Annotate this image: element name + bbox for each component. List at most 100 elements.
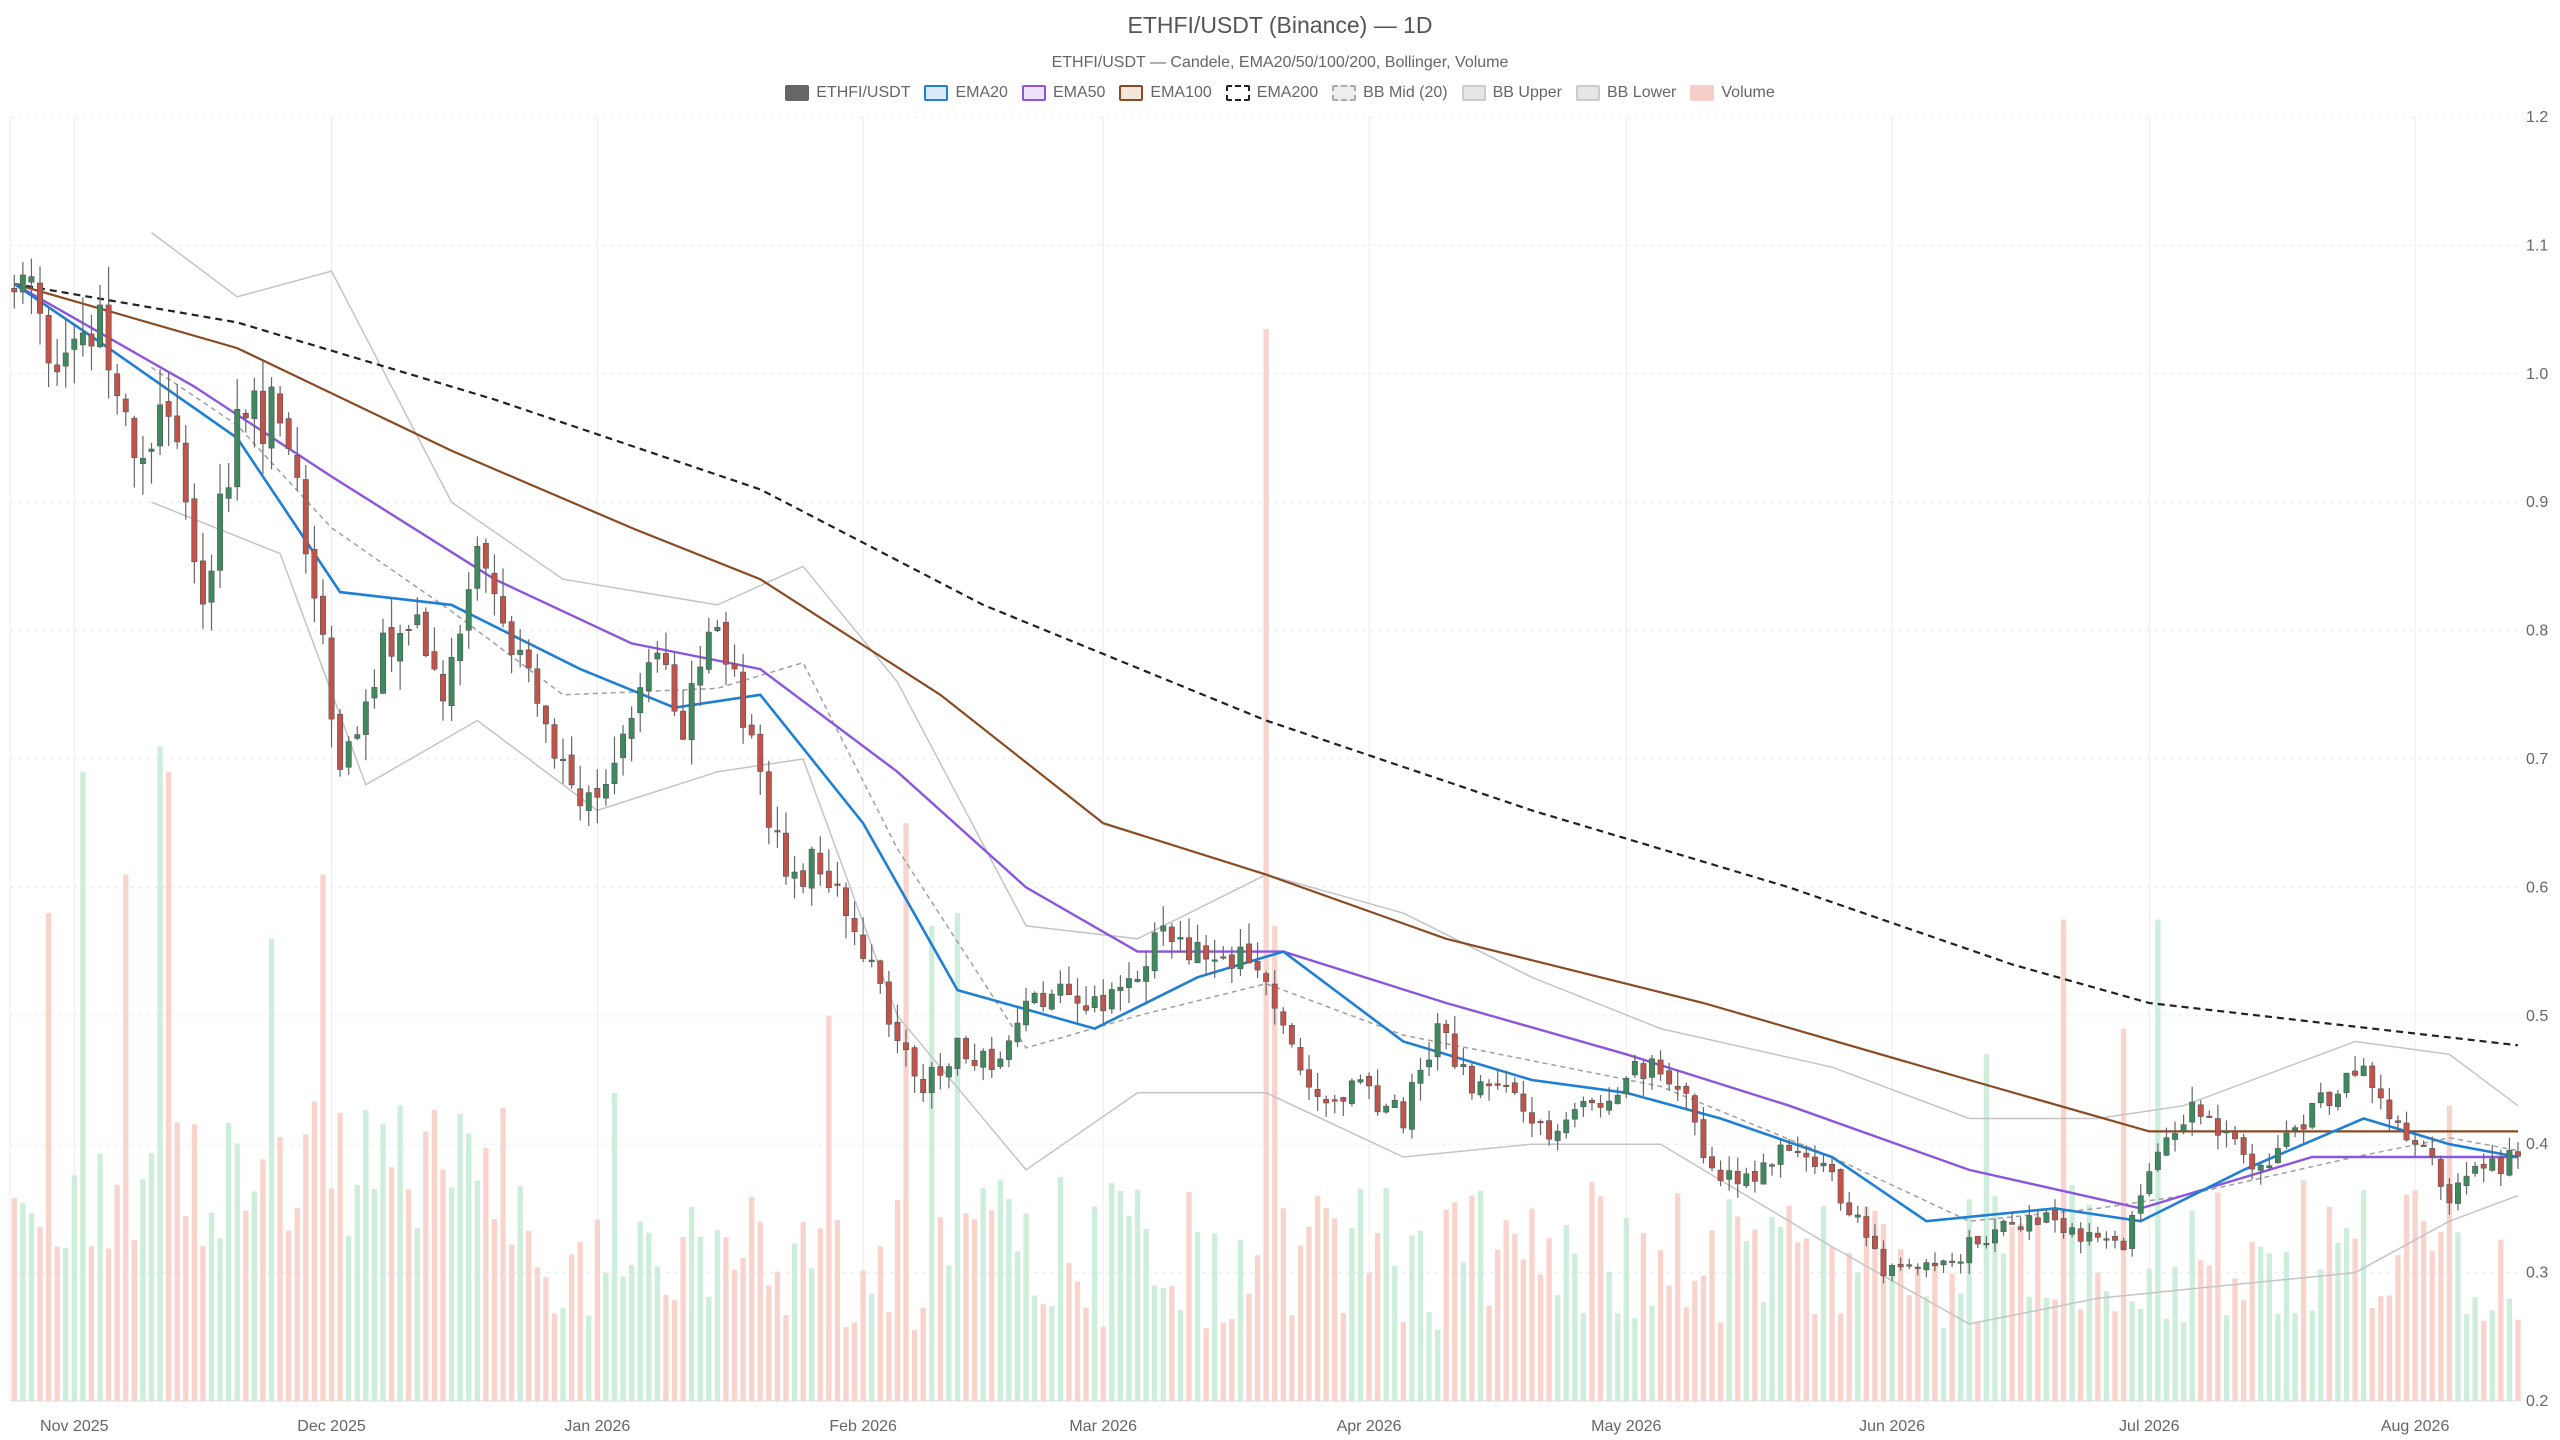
candle-body	[1863, 1216, 1870, 1238]
volume-bar	[2163, 1318, 2170, 1401]
volume-bar	[448, 1187, 455, 1401]
candle-body	[2154, 1151, 2161, 1170]
candle-body	[577, 788, 584, 807]
candle-body	[2034, 1217, 2041, 1225]
volume-bar	[1323, 1208, 1329, 1401]
volume-bar	[1263, 328, 1269, 1401]
candle-body	[1503, 1084, 1510, 1087]
volume-bar	[268, 938, 275, 1401]
volume-bar	[2326, 1206, 2333, 1401]
volume-bar	[1297, 1245, 1304, 1401]
legend-item[interactable]: EMA20	[924, 84, 1008, 102]
candle-body	[1108, 989, 1115, 1010]
volume-bar	[1555, 1295, 1561, 1401]
legend-label: EMA100	[1150, 84, 1212, 101]
volume-bar	[88, 1246, 95, 1401]
candle-body	[542, 705, 549, 725]
candle-body	[748, 724, 755, 736]
volume-bar	[500, 1107, 506, 1401]
bollinger-bands	[151, 231, 2519, 1325]
volume-bar	[1940, 1327, 1947, 1401]
volume-bar	[2206, 1265, 2212, 1401]
candle-body	[1537, 1121, 1544, 1124]
volume-bar	[337, 1112, 343, 1401]
legend-item[interactable]: EMA100	[1119, 84, 1212, 102]
volume-bar	[937, 1217, 943, 1401]
volume-bar	[1057, 1177, 1064, 1401]
candle-body	[2189, 1101, 2196, 1123]
volume-bar	[1160, 1288, 1166, 1401]
candle-body	[1177, 937, 1184, 940]
volume-bar	[723, 1237, 729, 1401]
volume-bar	[1443, 1209, 1449, 1401]
volume-bar	[2258, 1246, 2264, 1401]
volume-bar	[929, 925, 935, 1401]
volume-bar	[54, 1246, 60, 1401]
candle-body	[2429, 1148, 2436, 1157]
candle-body	[139, 457, 146, 464]
legend: ETHFI/USDT EMA20 EMA50 EMA100 EMA200 BB Mid (…	[0, 84, 2560, 102]
volume-bar	[603, 1272, 609, 1401]
volume-bar	[886, 1312, 892, 1401]
candle-body	[1983, 1243, 1990, 1246]
legend-item[interactable]: BB Lower	[1576, 84, 1676, 102]
legend-item[interactable]: ETHFI/USDT	[785, 84, 910, 102]
candle-body	[268, 386, 275, 449]
volume-bar	[568, 1254, 575, 1401]
candle-body	[903, 1042, 909, 1051]
volume-bar	[1409, 1235, 1415, 1401]
volume-bar	[2000, 1253, 2007, 1401]
candle-body	[285, 418, 292, 449]
volume-bar	[1769, 1216, 1775, 1401]
candle-body	[302, 479, 309, 555]
volume-bar	[1726, 1199, 1732, 1401]
volume-bar	[1374, 1233, 1381, 1401]
volume-bar	[243, 1210, 249, 1401]
y-tick-label: 1.2	[2526, 109, 2548, 126]
candle-body	[2197, 1104, 2204, 1117]
volume-bar	[2146, 1268, 2152, 1401]
volume-bar	[388, 1167, 395, 1401]
candle-body	[2386, 1099, 2393, 1120]
volume-bar	[1889, 1270, 1895, 1401]
candle-body	[1837, 1169, 1844, 1204]
candle-body	[1554, 1130, 1561, 1141]
candle-body	[1494, 1083, 1501, 1086]
candle-body	[11, 287, 18, 293]
volume-bar	[1237, 1240, 1244, 1401]
volume-bar	[1563, 1225, 1569, 1401]
legend-item[interactable]: Volume	[1690, 84, 1775, 102]
candle-body	[28, 276, 35, 283]
candle-body	[1057, 983, 1064, 996]
y-tick-label: 0.2	[2526, 1393, 2548, 1410]
candle-body	[2446, 1184, 2453, 1204]
candle-body	[1769, 1164, 1775, 1167]
candle-body	[894, 1021, 901, 1041]
volume-bar	[2455, 1232, 2461, 1401]
volume-bar	[1006, 1198, 1012, 1401]
volume-bar	[1855, 1272, 1861, 1401]
candle-body	[1966, 1237, 1973, 1264]
legend-label: BB Mid (20)	[1363, 84, 1448, 101]
volume-bar	[1649, 1305, 1655, 1401]
volume-bar	[989, 1210, 995, 1401]
candle-body	[877, 960, 884, 984]
candle-body	[1306, 1069, 1312, 1088]
legend-item[interactable]: BB Upper	[1461, 84, 1562, 102]
volume-bar	[834, 1220, 841, 1401]
volume-bar	[1194, 1231, 1201, 1401]
volume-bar	[971, 1219, 978, 1401]
candle-body	[1220, 956, 1227, 959]
legend-item[interactable]: BB Mid (20)	[1332, 84, 1448, 102]
candle-body	[1074, 995, 1081, 1004]
y-tick-label: 0.6	[2526, 879, 2548, 896]
candle-body	[105, 304, 112, 371]
volume-bar	[2035, 1216, 2041, 1401]
legend-item[interactable]: EMA200	[1225, 84, 1318, 102]
volume-bar	[251, 1191, 258, 1401]
volume-bar	[1109, 1183, 1115, 1401]
y-tick-label: 0.5	[2526, 1008, 2548, 1025]
volume-bar	[1469, 1195, 1475, 1401]
legend-item[interactable]: EMA50	[1021, 84, 1105, 102]
candle-body	[2103, 1238, 2110, 1241]
